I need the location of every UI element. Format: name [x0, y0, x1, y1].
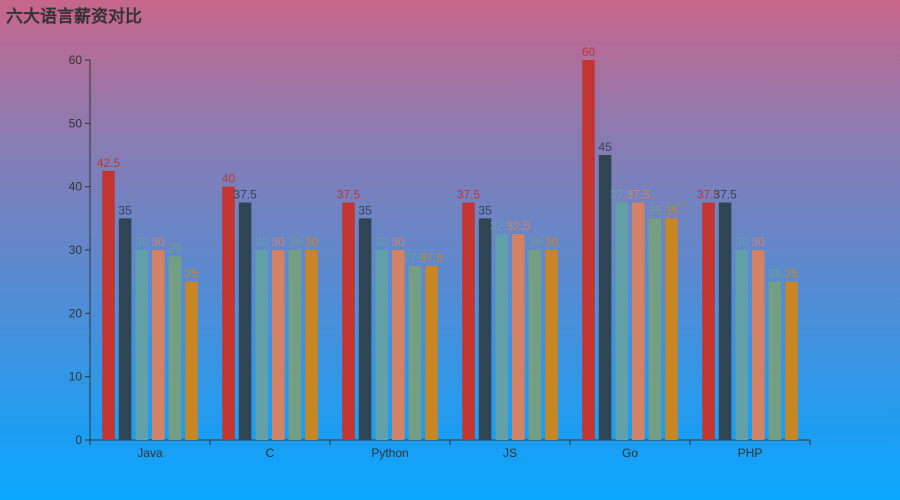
- bar: [272, 250, 285, 440]
- bar: [425, 265, 438, 440]
- bar: [582, 60, 595, 440]
- bar: [375, 250, 388, 440]
- y-tick-label: 0: [75, 433, 82, 447]
- bar: [648, 218, 662, 440]
- data-label: 30: [288, 235, 302, 249]
- bar: [545, 250, 558, 440]
- bar: [238, 202, 252, 440]
- data-label: 60: [582, 45, 596, 59]
- bar: [495, 234, 508, 440]
- bar: [752, 250, 765, 440]
- data-label: 30: [392, 235, 406, 249]
- data-label: 30: [528, 235, 542, 249]
- bar: [342, 202, 355, 440]
- bar: [358, 218, 372, 440]
- bar: [768, 281, 782, 440]
- bar: [512, 234, 525, 440]
- y-tick-label: 40: [69, 180, 83, 194]
- data-label: 40: [222, 172, 236, 186]
- data-label: 30: [735, 235, 749, 249]
- data-label: 37.5: [457, 188, 481, 202]
- data-label: 30: [375, 235, 389, 249]
- bar: [168, 256, 182, 440]
- data-label: 37.5: [627, 188, 651, 202]
- bar: [152, 250, 165, 440]
- data-label: 29: [168, 241, 182, 255]
- data-label: 35: [648, 203, 662, 217]
- data-label: 37.5: [337, 188, 361, 202]
- x-tick-label: C: [266, 446, 275, 460]
- bar: [222, 186, 235, 440]
- bar: [478, 218, 492, 440]
- bar: [735, 250, 748, 440]
- x-tick-label: PHP: [738, 446, 763, 460]
- y-tick-label: 10: [69, 370, 83, 384]
- data-label: 27.5: [403, 251, 427, 265]
- data-label: 35: [358, 203, 372, 217]
- data-label: 32.5: [507, 219, 531, 233]
- data-label: 30: [272, 235, 286, 249]
- bar: [718, 202, 732, 440]
- data-label: 35: [478, 203, 492, 217]
- data-label: 42.5: [97, 156, 121, 170]
- y-tick-label: 60: [69, 53, 83, 67]
- data-label: 37.5: [713, 188, 737, 202]
- data-label: 37.5: [233, 188, 257, 202]
- data-label: 32.5: [490, 219, 514, 233]
- data-label: 25: [785, 267, 799, 281]
- bar: [632, 202, 645, 440]
- bar: [185, 281, 198, 440]
- y-tick-label: 50: [69, 116, 83, 130]
- x-tick-label: Java: [137, 446, 163, 460]
- bar: [528, 250, 542, 440]
- y-tick-label: 20: [69, 306, 83, 320]
- data-label: 35: [118, 203, 132, 217]
- data-label: 30: [255, 235, 269, 249]
- chart-title: 六大语言薪资对比: [6, 7, 142, 26]
- bar: [102, 170, 115, 441]
- bar: [702, 202, 715, 440]
- bar: [305, 250, 318, 440]
- bar: [118, 218, 132, 440]
- bar: [598, 155, 612, 440]
- data-label: 27.5: [420, 251, 444, 265]
- data-label: 37.5: [697, 188, 721, 202]
- data-label: 25: [768, 267, 782, 281]
- bar: [408, 265, 422, 440]
- data-label: 30: [135, 235, 149, 249]
- y-tick-label: 30: [69, 243, 83, 257]
- data-label: 30: [152, 235, 166, 249]
- x-tick-label: Go: [622, 446, 638, 460]
- bar: [462, 202, 475, 440]
- bar: [785, 281, 798, 440]
- x-tick-label: JS: [503, 446, 517, 460]
- data-label: 25: [185, 267, 199, 281]
- data-label: 30: [305, 235, 319, 249]
- bar: [255, 250, 268, 440]
- data-label: 30: [545, 235, 559, 249]
- bar: [288, 250, 302, 440]
- bar: [615, 202, 628, 440]
- data-label: 30: [752, 235, 766, 249]
- data-label: 45: [598, 140, 612, 154]
- x-tick-label: Python: [371, 446, 408, 460]
- bar: [135, 250, 148, 440]
- data-label: 37.5: [610, 188, 634, 202]
- data-label: 35: [665, 203, 679, 217]
- bar: [665, 218, 678, 440]
- bar: [392, 250, 405, 440]
